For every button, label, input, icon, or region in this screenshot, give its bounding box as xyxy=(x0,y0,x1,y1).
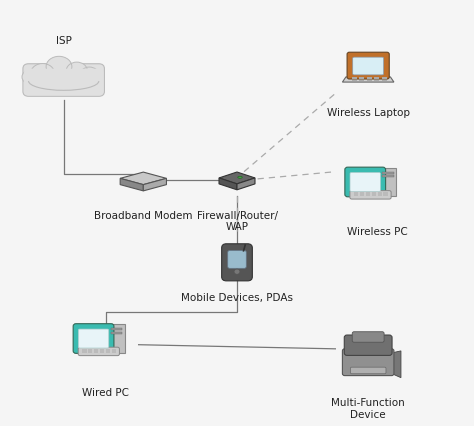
Polygon shape xyxy=(219,178,237,190)
Ellipse shape xyxy=(31,63,55,82)
FancyBboxPatch shape xyxy=(73,324,114,353)
Bar xyxy=(377,194,382,195)
Bar xyxy=(382,176,394,178)
Bar xyxy=(100,349,104,350)
FancyBboxPatch shape xyxy=(23,64,104,96)
Bar xyxy=(352,77,357,78)
Ellipse shape xyxy=(238,176,242,178)
Text: Wireless PC: Wireless PC xyxy=(347,227,408,237)
Bar xyxy=(110,332,122,334)
Bar xyxy=(112,352,116,353)
Polygon shape xyxy=(392,351,401,378)
Bar xyxy=(359,77,365,78)
Bar xyxy=(88,349,92,350)
Bar xyxy=(382,172,394,174)
Bar xyxy=(374,78,379,79)
FancyBboxPatch shape xyxy=(24,69,103,95)
Bar xyxy=(383,194,388,195)
FancyBboxPatch shape xyxy=(352,332,384,342)
FancyBboxPatch shape xyxy=(222,244,252,281)
FancyBboxPatch shape xyxy=(350,173,381,191)
FancyBboxPatch shape xyxy=(78,329,109,348)
Bar xyxy=(382,77,387,78)
Bar xyxy=(94,349,98,350)
FancyBboxPatch shape xyxy=(350,190,391,199)
Circle shape xyxy=(234,269,240,274)
Bar xyxy=(362,194,367,196)
FancyBboxPatch shape xyxy=(353,57,383,75)
Text: Wireless Laptop: Wireless Laptop xyxy=(327,108,410,118)
Polygon shape xyxy=(143,178,166,191)
Bar xyxy=(360,194,364,195)
Bar xyxy=(106,349,110,350)
FancyBboxPatch shape xyxy=(345,167,386,197)
Polygon shape xyxy=(120,172,166,184)
Text: Broadband Modem: Broadband Modem xyxy=(94,211,192,221)
Bar xyxy=(94,352,98,353)
FancyBboxPatch shape xyxy=(342,349,394,376)
Bar xyxy=(367,80,372,81)
FancyBboxPatch shape xyxy=(380,167,396,196)
FancyBboxPatch shape xyxy=(347,52,389,79)
Bar xyxy=(366,194,370,195)
Bar xyxy=(374,77,379,78)
Polygon shape xyxy=(342,77,394,82)
FancyBboxPatch shape xyxy=(228,250,246,268)
Bar xyxy=(359,78,365,79)
FancyBboxPatch shape xyxy=(344,335,392,355)
Text: Wired PC: Wired PC xyxy=(82,388,129,398)
Bar xyxy=(374,80,379,81)
Bar xyxy=(90,351,95,353)
Ellipse shape xyxy=(46,56,72,77)
Bar xyxy=(382,78,387,79)
Bar xyxy=(88,352,92,353)
FancyBboxPatch shape xyxy=(350,367,386,374)
Bar xyxy=(82,349,87,350)
Ellipse shape xyxy=(22,70,40,84)
Text: ISP: ISP xyxy=(56,36,72,46)
Bar xyxy=(382,80,387,81)
Bar xyxy=(352,80,357,81)
Bar xyxy=(112,349,116,350)
Bar xyxy=(110,328,122,330)
Bar xyxy=(367,78,372,79)
Bar xyxy=(82,352,87,353)
Bar xyxy=(354,194,358,195)
Text: Firewall/Router/
WAP: Firewall/Router/ WAP xyxy=(197,211,277,233)
Text: Multi-Function
Device: Multi-Function Device xyxy=(331,398,405,420)
Bar xyxy=(106,352,110,353)
Bar xyxy=(359,80,365,81)
FancyBboxPatch shape xyxy=(78,347,119,356)
Bar xyxy=(367,77,372,78)
Ellipse shape xyxy=(66,62,87,79)
FancyBboxPatch shape xyxy=(108,324,125,353)
Polygon shape xyxy=(237,178,255,190)
Bar xyxy=(352,78,357,79)
Text: Mobile Devices, PDAs: Mobile Devices, PDAs xyxy=(181,293,293,303)
Bar xyxy=(372,194,376,195)
Polygon shape xyxy=(219,172,255,184)
Ellipse shape xyxy=(80,67,99,83)
Polygon shape xyxy=(120,178,143,191)
Bar xyxy=(100,352,104,353)
